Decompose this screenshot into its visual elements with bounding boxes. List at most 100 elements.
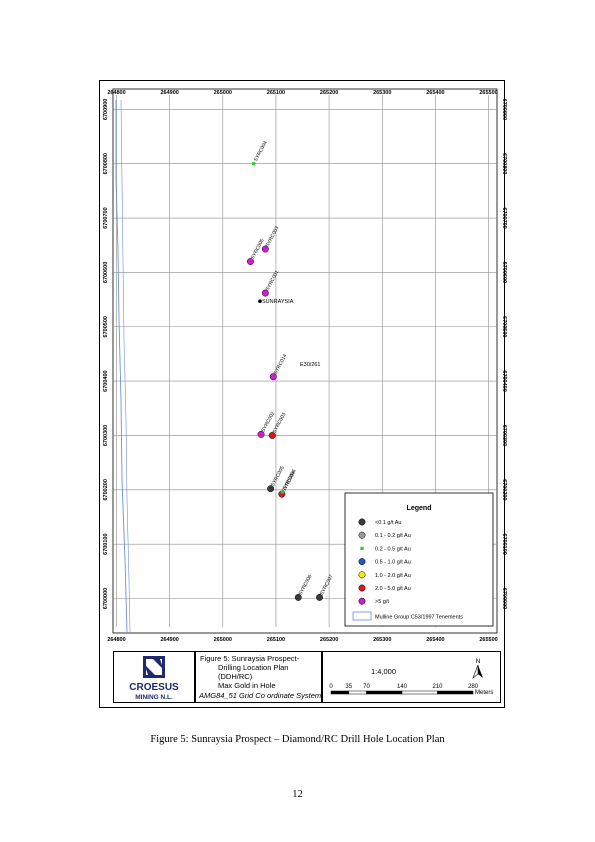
legend-items: <0.1 g/t Au 0.1 - 0.2 g/t Au 0.2 - 0.5 g/t… (358, 518, 411, 605)
y-tick-label-left: 6700200 (103, 479, 109, 500)
legend-item-label: 1.0 - 2.0 g/t Au (375, 573, 411, 579)
drill-hole-marker (316, 593, 323, 601)
figure-frame (99, 80, 505, 708)
scale-tick-label: 0 (329, 684, 333, 690)
x-tick-label-top: 265300 (373, 90, 391, 96)
x-tick-label-top: 264800 (107, 90, 125, 96)
x-tick-label-bottom: 265400 (426, 637, 444, 643)
scale-segment (330, 690, 349, 695)
page-number: 12 (292, 789, 303, 800)
figure-line-2: Drilling Location Plan (218, 663, 289, 672)
legend-item-label: 0.5 - 1.0 g/t Au (375, 560, 411, 566)
logo-panel: CROESUS MINING N.L. (113, 651, 195, 703)
scale-tick-label: 280 (468, 684, 479, 690)
tenement-boundary-line (115, 100, 128, 634)
north-arrow-icon: N (472, 658, 483, 679)
legend-item-label: <0.1 g/t Au (375, 520, 401, 526)
scale-segment (437, 690, 474, 695)
axis-tick-labels: 264800 264800 264900 264900 265000 265000 2651… (103, 90, 507, 643)
scale-text: 1:4,000 (371, 667, 397, 676)
y-tick-label-right: 6700400 (501, 370, 507, 391)
drill-hole-label: SYRC014 (273, 353, 289, 376)
tenement-boundary (115, 99, 131, 634)
drill-hole-label: SYRC004 (253, 140, 269, 163)
drill-hole-marker (252, 162, 256, 166)
drill-hole-label: SYRC006 (282, 468, 298, 491)
x-tick-label-bottom: 265200 (320, 637, 338, 643)
y-tick-label-left: 6700700 (103, 207, 109, 228)
legend-item-label: 0.2 - 0.5 g/t Au (375, 546, 411, 552)
company-sub: MINING N.L. (135, 694, 173, 701)
drill-hole-marker (267, 485, 275, 493)
drill-hole-label: SYRC006 (298, 574, 314, 597)
drill-hole-marker (268, 432, 276, 439)
x-tick-label-top: 264900 (160, 90, 178, 96)
y-tick-label-right: 6700200 (501, 479, 507, 500)
drill-hole-label: SYRC001 (265, 269, 281, 292)
legend: Legend <0.1 g/t Au 0.1 - 0.2 g/t Au 0.2 - … (344, 492, 494, 627)
prospect-marker: SUNRAYSIA (258, 299, 294, 305)
legend-title: Legend (407, 505, 432, 512)
drill-hole-marker (261, 289, 269, 297)
figure-title-panel: Figure 5: Sunraysia Prospect- Drilling L… (195, 651, 322, 703)
x-tick-label-top: 265400 (426, 90, 444, 96)
figure-caption: Figure 5: Sunraysia Prospect – Diamond/R… (150, 734, 445, 745)
x-tick-label-bottom: 264900 (160, 637, 178, 643)
drill-hole-marker (280, 490, 284, 494)
x-tick-label-top: 265000 (214, 90, 232, 96)
tenement-label: E30/261 (300, 362, 321, 368)
legend-box (344, 492, 494, 627)
legend-item-label: >5 g/t (375, 599, 389, 605)
legend-swatch (358, 558, 366, 566)
x-tick-label-top: 265200 (320, 90, 338, 96)
drill-hole-label: SYRC003 (265, 225, 281, 248)
drill-holes: SYRC004SYRC005SYRC003SYRC001SYRC014SYRC0… (246, 140, 335, 601)
x-tick-label-top: 265500 (479, 90, 497, 96)
prospect-marker-dot (258, 299, 262, 304)
scale-tick-label: 210 (432, 684, 443, 690)
legend-swatch (358, 518, 366, 526)
legend-tenement-label: Mulline Group C53/1997 Tenements (375, 615, 463, 621)
x-tick-label-bottom: 265000 (214, 637, 232, 643)
drill-hole-marker (246, 258, 254, 265)
scale-segment (348, 690, 367, 695)
company-name: CROESUS (129, 682, 179, 693)
prospect-label: SUNRAYSIA (262, 299, 294, 305)
legend-swatch (358, 597, 366, 605)
y-tick-label-right: 6700500 (501, 316, 507, 337)
scale-tick-label: 140 (397, 684, 408, 690)
drill-hole-label: SYRC007 (319, 574, 335, 597)
scale-tick-label: 35 (345, 684, 352, 690)
y-tick-label-left: 6700400 (103, 370, 109, 391)
drill-hole-marker (269, 373, 277, 381)
scale-panel: 1:4,000 N 0 35 70 140 210 280 Meters (322, 651, 501, 703)
y-tick-label-left: 6700000 (103, 588, 109, 609)
drill-hole-marker (261, 245, 269, 253)
y-tick-label-left: 6700800 (103, 153, 109, 174)
tenement-boundary-line-inner (120, 99, 131, 634)
legend-swatch (358, 531, 366, 539)
y-tick-label-right: 6700700 (501, 207, 507, 228)
legend-swatch (358, 571, 366, 579)
title-block: CROESUS MINING N.L. Figure 5: Sunraysia … (101, 647, 503, 705)
y-tick-label-right: 6700100 (501, 533, 507, 554)
legend-item-label: 2.0 - 5.0 g/t Au (375, 586, 411, 592)
y-tick-label-right: 6700000 (501, 588, 507, 609)
scale-unit: Meters (475, 690, 493, 696)
figure-line-1: Figure 5: Sunraysia Prospect- (200, 654, 300, 663)
y-tick-label-left: 6700500 (103, 316, 109, 337)
y-tick-label-left: 6700100 (103, 533, 109, 554)
y-tick-label-right: 6700300 (501, 425, 507, 446)
y-tick-label-right: 6700600 (501, 262, 507, 283)
scale-segment (366, 690, 403, 695)
y-tick-label-left: 6700300 (103, 425, 109, 446)
scale-segment (401, 690, 438, 695)
coord-system: AMG84_51 Grid Co ordinate System (199, 691, 322, 700)
x-tick-label-bottom: 264800 (107, 637, 125, 643)
x-tick-label-bottom: 265500 (479, 637, 497, 643)
svg-text:N: N (476, 658, 481, 665)
y-tick-label-right: 6700900 (501, 99, 507, 120)
y-tick-label-right: 6700800 (501, 153, 507, 174)
